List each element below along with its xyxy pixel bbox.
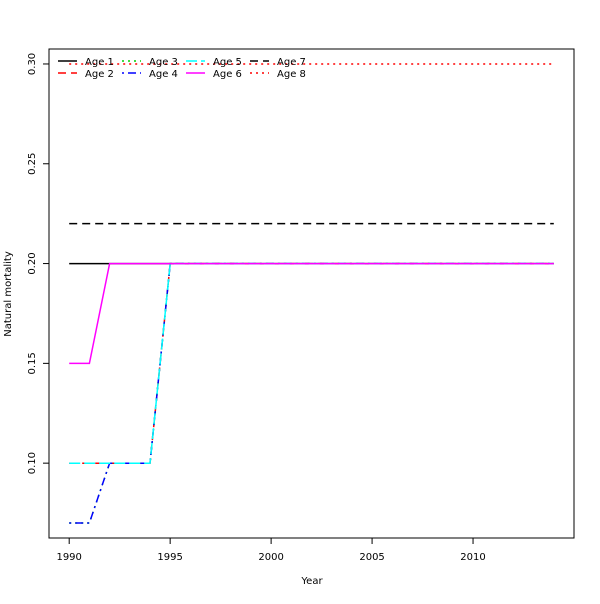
- legend-label: Age 6: [213, 69, 242, 80]
- x-tick-label: 1990: [56, 552, 81, 563]
- series-line-age-4: [69, 262, 554, 524]
- x-tick-label: 1995: [157, 552, 182, 563]
- y-tick-label: 0.20: [27, 252, 38, 274]
- y-tick-label: 0.30: [27, 53, 38, 75]
- legend-item-age-5: Age 5: [186, 57, 242, 68]
- x-tick-label: 2000: [258, 552, 283, 563]
- legend-item-age-2: Age 2: [58, 69, 114, 80]
- legend-item-age-1: Age 1: [58, 57, 114, 68]
- y-axis-label: Natural mortality: [3, 251, 14, 337]
- series-line-age-3: [69, 262, 554, 524]
- legend-label: Age 8: [277, 69, 306, 80]
- axes-layer: 1990 1995 2000 2005 2010 0.10 0.15 0.20 0.25 0.30: [27, 53, 486, 563]
- y-tick-label: 0.10: [27, 452, 38, 474]
- legend-label: Age 1: [85, 57, 114, 68]
- legend-label: Age 5: [213, 57, 242, 68]
- y-tick-label: 0.15: [27, 352, 38, 374]
- x-tick-label: 2005: [359, 552, 384, 563]
- series-line-age-2: [69, 262, 554, 464]
- plot-frame: [48, 48, 575, 539]
- series-layer: [69, 63, 554, 524]
- legend-item-age-3: Age 3: [122, 57, 178, 68]
- series-line-age-5: [69, 262, 554, 464]
- legend-label: Age 2: [85, 69, 114, 80]
- legend-item-age-4: Age 4: [122, 69, 178, 80]
- legend-item-age-8: Age 8: [250, 69, 306, 80]
- legend-item-age-6: Age 6: [186, 69, 242, 80]
- legend-item-age-7: Age 7: [250, 57, 306, 68]
- y-tick-label: 0.25: [27, 153, 38, 175]
- legend-label: Age 7: [277, 57, 306, 68]
- x-tick-label: 2010: [460, 552, 485, 563]
- x-axis-label: Year: [300, 576, 323, 587]
- legend-label: Age 3: [149, 57, 178, 68]
- series-line-age-6: [69, 262, 554, 365]
- legend-label: Age 4: [149, 69, 178, 80]
